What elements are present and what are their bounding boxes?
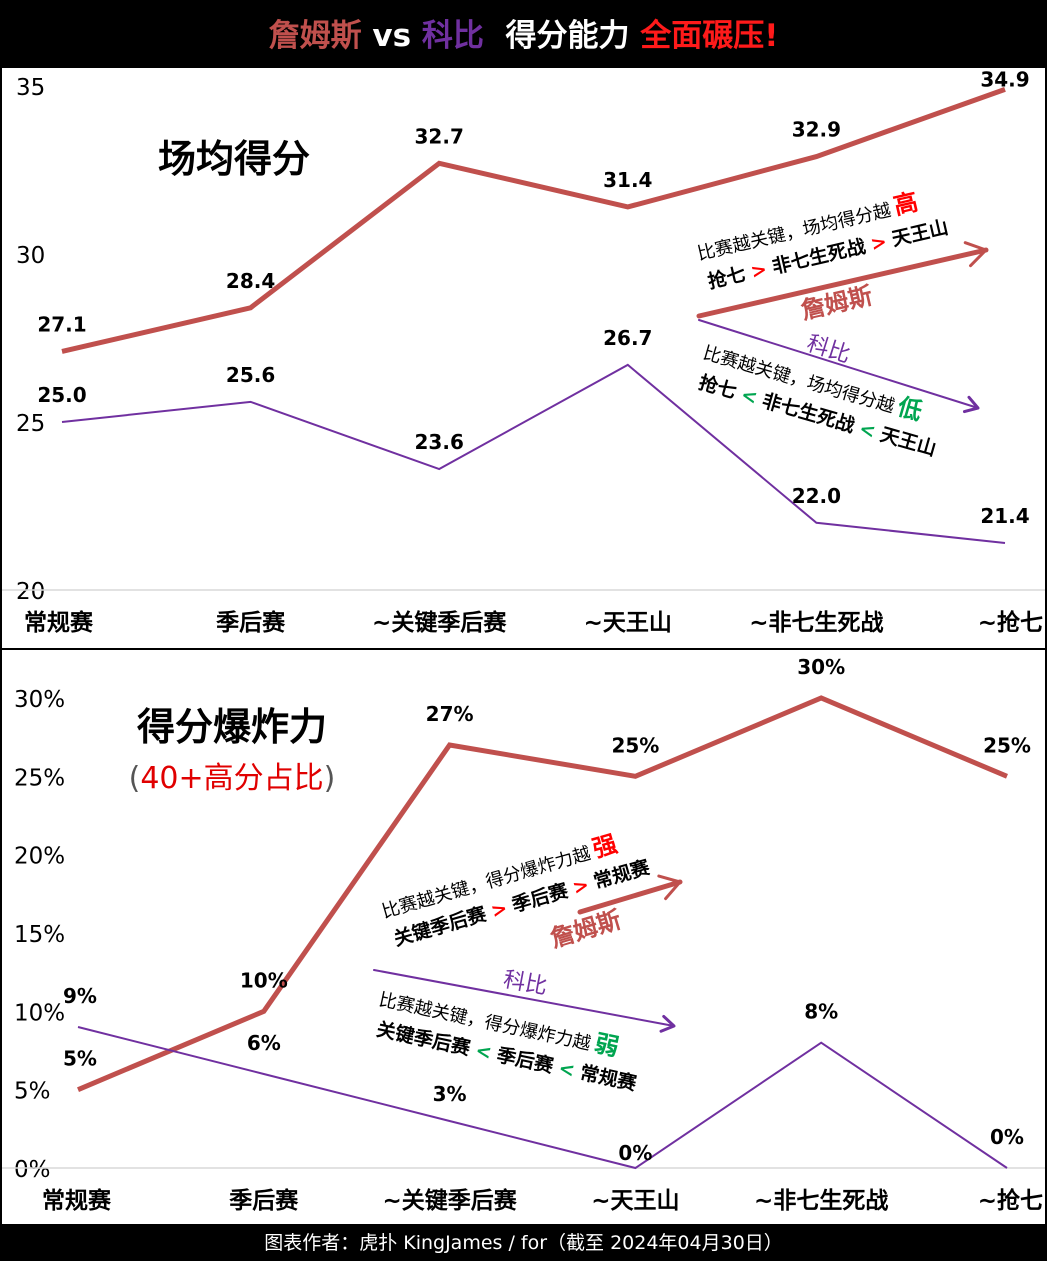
boom-kobe-note-term: 常规赛 bbox=[578, 1061, 640, 1096]
ppg-data-label: 32.7 bbox=[415, 124, 464, 148]
ppg-y-tick-label: 35 bbox=[16, 75, 45, 101]
ppg-x-tick-label: 常规赛 bbox=[24, 609, 94, 636]
ppg-x-tick-label: ~天王山 bbox=[584, 610, 672, 636]
boom-data-label: 27% bbox=[426, 702, 474, 726]
boom-kobe-arrow bbox=[373, 969, 675, 1027]
ppg-kobe-note-operator: < bbox=[739, 384, 760, 410]
boom-james-note-operator: > bbox=[570, 874, 591, 900]
boom-data-label: 0% bbox=[990, 1125, 1024, 1149]
boom-x-tick-label: ~天王山 bbox=[591, 1188, 679, 1214]
boom-subtitle-open: ( bbox=[129, 761, 141, 796]
ppg-james-note-term: 天王山 bbox=[890, 216, 951, 250]
ppg-kobe-note-operator: < bbox=[857, 418, 878, 444]
boom-data-label: 25% bbox=[983, 733, 1031, 757]
ppg-kobe-arrow-label: 科比 bbox=[804, 331, 853, 368]
boom-x-tick-label: 常规赛 bbox=[42, 1187, 112, 1214]
ppg-james-note-key: 高 bbox=[891, 188, 921, 221]
header-vs: vs bbox=[372, 18, 412, 54]
header-player1: 詹姆斯 bbox=[268, 18, 362, 54]
ppg-series-line-james bbox=[61, 87, 1006, 354]
ppg-x-tick-label: ~关键季后赛 bbox=[372, 609, 507, 636]
explosive-chart-svg: 0%5%10%15%20%25%30%常规赛 季后赛 ~关键季后赛 ~天王山 ~非七生死… bbox=[2, 655, 1045, 1214]
ppg-data-label: 25.0 bbox=[37, 383, 86, 407]
boom-title: 得分爆炸力 bbox=[137, 705, 327, 749]
chart-header: 詹姆斯 vs 科比 得分能力 全面碾压! bbox=[0, 0, 1047, 68]
ppg-james-note-term: 抢七 bbox=[706, 262, 748, 293]
explosive-chart-panel: 0% 5% 10% 15% 20% 25% 30% 常规赛 季后赛 ~关键季后赛 ~天王山 ~非七生死… bbox=[2, 650, 1045, 1224]
ppg-chart-panel: 20 25 30 35 常规赛 季后赛 ~关键季后赛 ~天王山 ~非七生死战 ~抢七 场均得分 27.… bbox=[2, 68, 1045, 648]
ppg-james-arrowhead bbox=[963, 241, 988, 268]
boom-subtitle-close: ) bbox=[324, 761, 336, 796]
header-player2: 科比 bbox=[421, 18, 484, 54]
ppg-data-label: 23.6 bbox=[415, 430, 464, 454]
boom-subtitle-text: 40+高分占比 bbox=[140, 761, 323, 796]
ppg-data-label: 34.9 bbox=[980, 68, 1029, 91]
boom-data-label: 6% bbox=[247, 1031, 281, 1055]
boom-y-tick-label: 5% bbox=[14, 1079, 51, 1105]
boom-x-tick-label: ~关键季后赛 bbox=[382, 1187, 517, 1214]
ppg-data-label: 32.9 bbox=[792, 118, 841, 142]
ppg-y-tick-label: 20 bbox=[16, 579, 45, 605]
ppg-data-label: 31.4 bbox=[603, 168, 652, 192]
ppg-kobe-arrowhead bbox=[962, 395, 980, 414]
boom-kobe-note-operator: < bbox=[473, 1040, 493, 1065]
ppg-x-tick-label: ~抢七 bbox=[978, 609, 1043, 636]
ppg-data-label: 28.4 bbox=[226, 269, 275, 293]
ppg-chart-svg: 20 25 30 35 常规赛 季后赛 ~关键季后赛 ~天王山 ~非七生死战 ~抢七 场均得分 27.… bbox=[2, 68, 1045, 636]
boom-y-tick-label: 0% bbox=[14, 1157, 51, 1183]
boom-x-tick-label: ~抢七 bbox=[978, 1187, 1043, 1214]
boom-annotations: 詹姆斯科比比赛越关键，得分爆炸力越强关键季后赛>季后赛>常规赛比赛越关键，得分爆… bbox=[373, 830, 683, 1096]
ppg-james-arrow bbox=[696, 247, 989, 319]
ppg-kobe-note-term: 天王山 bbox=[878, 424, 939, 461]
ppg-kobe-note-key: 低 bbox=[894, 392, 926, 426]
ppg-x-tick-label: 季后赛 bbox=[216, 609, 286, 636]
boom-james-arrowhead bbox=[657, 874, 682, 901]
ppg-y-tick-label: 30 bbox=[16, 243, 45, 269]
ppg-data-label: 26.7 bbox=[603, 326, 652, 350]
boom-data-label: 3% bbox=[433, 1082, 467, 1106]
ppg-data-label: 21.4 bbox=[980, 504, 1029, 528]
header-text: 得分能力 bbox=[505, 18, 630, 54]
boom-kobe-note-term: 季后赛 bbox=[495, 1043, 557, 1078]
ppg-annotations: 詹姆斯科比比赛越关键，场均得分越高抢七>非七生死战>天王山比赛越关键，场均得分越… bbox=[695, 188, 989, 461]
ppg-data-label: 22.0 bbox=[792, 484, 841, 508]
boom-x-tick-label: 季后赛 bbox=[229, 1187, 299, 1214]
boom-subtitle: (40+高分占比) bbox=[129, 761, 336, 796]
ppg-data-label: 25.6 bbox=[226, 363, 275, 387]
boom-y-tick-label: 20% bbox=[14, 844, 65, 870]
ppg-kobe-arrow bbox=[698, 319, 979, 409]
boom-data-label: 0% bbox=[618, 1141, 652, 1165]
ppg-james-note-operator: > bbox=[868, 231, 888, 256]
boom-kobe-note-key: 弱 bbox=[592, 1029, 621, 1061]
boom-data-label: 5% bbox=[63, 1047, 97, 1071]
boom-y-tick-label: 30% bbox=[14, 687, 65, 713]
boom-data-label: 25% bbox=[611, 733, 659, 757]
ppg-y-tick-label: 25 bbox=[16, 411, 45, 437]
boom-kobe-arrowhead bbox=[659, 1014, 676, 1033]
boom-series-line-kobe bbox=[77, 1026, 1008, 1170]
boom-james-arrow bbox=[577, 879, 683, 915]
boom-x-tick-label: ~非七生死战 bbox=[754, 1188, 888, 1214]
ppg-data-label: 27.1 bbox=[37, 312, 86, 336]
boom-data-label: 9% bbox=[63, 984, 97, 1008]
header-highlight: 全面碾压! bbox=[640, 18, 779, 54]
ppg-title: 场均得分 bbox=[158, 137, 310, 181]
boom-james-note-key: 强 bbox=[589, 830, 620, 864]
boom-series-line-james bbox=[77, 695, 1008, 1092]
ppg-x-tick-label: ~非七生死战 bbox=[749, 610, 883, 636]
boom-y-tick-label: 10% bbox=[14, 1000, 65, 1026]
boom-data-label: 10% bbox=[240, 968, 288, 992]
boom-data-label: 30% bbox=[797, 655, 845, 679]
boom-y-tick-label: 25% bbox=[14, 765, 65, 791]
chart-footer: 图表作者：虎扑 KingJames / for（截至 2024年04月30日） bbox=[264, 1232, 783, 1254]
boom-y-tick-label: 15% bbox=[14, 922, 65, 948]
ppg-series-line-kobe bbox=[61, 363, 1006, 544]
boom-james-note-operator: > bbox=[489, 897, 510, 923]
boom-data-label: 8% bbox=[804, 1000, 838, 1024]
ppg-kobe-note-term: 抢七 bbox=[696, 371, 739, 404]
ppg-james-note-operator: > bbox=[749, 258, 769, 283]
boom-kobe-note-operator: < bbox=[557, 1057, 577, 1082]
